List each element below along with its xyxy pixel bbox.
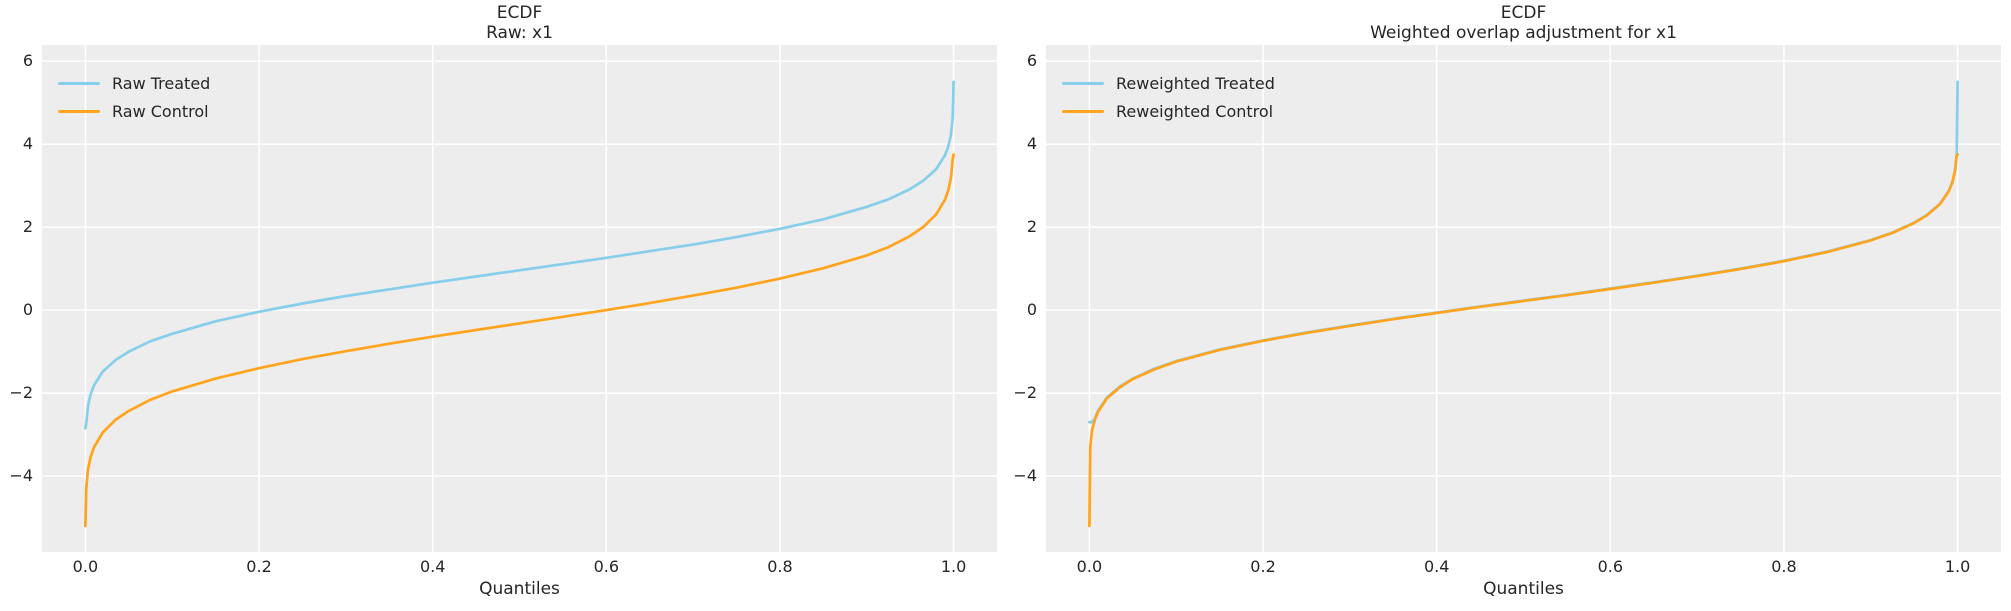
- legend-swatch-raw-control: [58, 109, 100, 113]
- y-tick-label: −4: [1013, 466, 1037, 486]
- legend: Raw Treated Raw Control: [58, 69, 210, 125]
- y-tick-label: 2: [1026, 217, 1037, 237]
- x-tick-label: 0.4: [419, 557, 446, 576]
- x-tick-label: 1.0: [1944, 557, 1971, 576]
- y-tick-label: −4: [9, 466, 33, 486]
- x-tick-label: 0.6: [1597, 557, 1624, 576]
- y-tick-label: 2: [22, 217, 33, 237]
- legend-label: Reweighted Treated: [1116, 73, 1275, 93]
- y-tick-label: 0: [22, 300, 33, 320]
- plot-canvas: [42, 45, 997, 552]
- legend-label: Raw Treated: [112, 73, 211, 93]
- plot-title: ECDF Weighted overlap adjustment for x1: [1046, 3, 2001, 43]
- x-tick-label: 0.0: [1076, 557, 1103, 576]
- series-line-raw-treated: [84, 80, 955, 430]
- x-tick-label: 1.0: [940, 557, 967, 576]
- y-tick-label: 6: [22, 51, 33, 71]
- legend: Reweighted Treated Reweighted Control: [1062, 69, 1275, 125]
- x-tick-label: 0.8: [1771, 557, 1797, 576]
- series-line-reweighted-control: [1088, 153, 1959, 528]
- y-tick-label: −2: [1013, 383, 1037, 403]
- y-tick-label: 4: [22, 134, 33, 154]
- legend-swatch-reweighted-control: [1062, 109, 1104, 113]
- plot-title-line2: Weighted overlap adjustment for x1: [1370, 23, 1677, 43]
- legend-swatch-raw-treated: [58, 81, 100, 85]
- legend-label: Raw Control: [112, 101, 209, 121]
- legend-item-reweighted-treated: Reweighted Treated: [1062, 69, 1275, 97]
- plot-title-line2: Raw: x1: [486, 23, 553, 43]
- series-line-raw-control: [84, 153, 955, 528]
- x-axis-label: Quantiles: [479, 579, 560, 599]
- plot-title-line1: ECDF: [496, 3, 543, 23]
- plot-canvas: [1046, 45, 2001, 552]
- y-tick-label: 0: [1026, 300, 1037, 320]
- legend-item-raw-treated: Raw Treated: [58, 69, 210, 97]
- legend-swatch-reweighted-treated: [1062, 81, 1104, 85]
- plot-title: ECDF Raw: x1: [42, 3, 997, 43]
- x-axis-label: Quantiles: [1483, 579, 1564, 599]
- x-tick-label: 0.6: [593, 557, 620, 576]
- x-tick-label: 0.8: [767, 557, 793, 576]
- x-tick-label: 0.2: [1250, 557, 1276, 576]
- axes-panel: Raw Treated Raw Control: [42, 45, 997, 552]
- plot-title-line1: ECDF: [1500, 3, 1547, 23]
- x-tick-label: 0.2: [246, 557, 272, 576]
- x-tick-label: 0.0: [72, 557, 99, 576]
- y-tick-label: −2: [9, 383, 33, 403]
- y-tick-label: 6: [1026, 51, 1037, 71]
- x-tick-label: 0.4: [1423, 557, 1450, 576]
- y-tick-label: 4: [1026, 134, 1037, 154]
- legend-item-reweighted-control: Reweighted Control: [1062, 97, 1275, 125]
- legend-item-raw-control: Raw Control: [58, 97, 210, 125]
- legend-label: Reweighted Control: [1116, 101, 1274, 121]
- axes-panel: Reweighted Treated Reweighted Control: [1046, 45, 2001, 552]
